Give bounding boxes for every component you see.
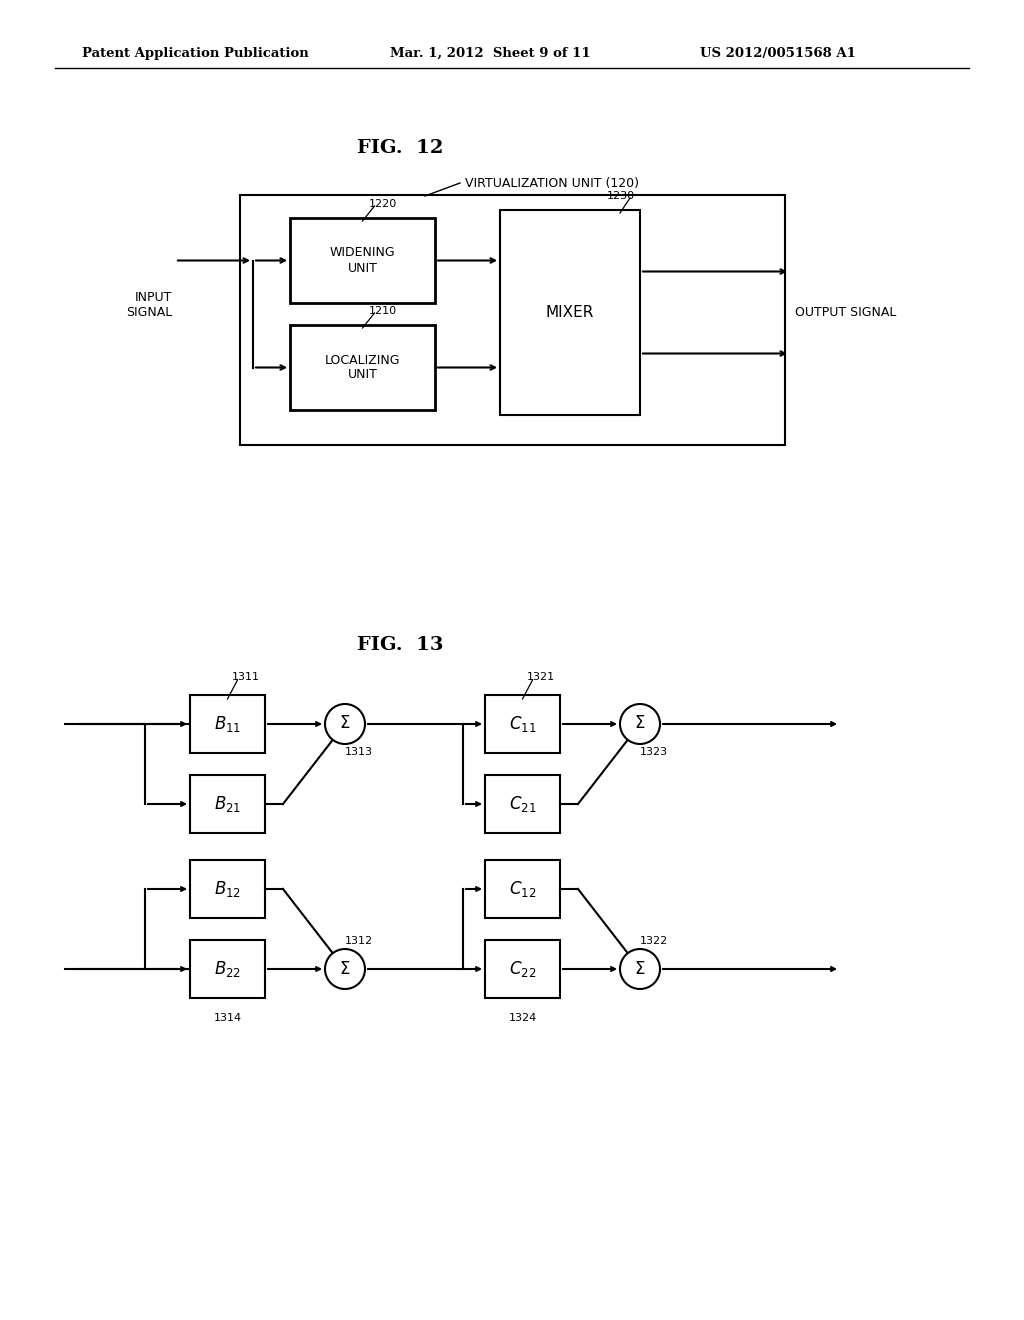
Bar (190, 940, 265, 998)
Text: $B_{11}$: $B_{11}$ (214, 714, 241, 734)
Text: $\Sigma$: $\Sigma$ (634, 961, 646, 978)
Text: $C_{22}$: $C_{22}$ (509, 960, 537, 979)
Text: 1230: 1230 (607, 191, 635, 201)
Text: 1324: 1324 (508, 1012, 537, 1023)
Bar (290, 325, 435, 411)
Text: 1210: 1210 (369, 306, 396, 315)
Text: VIRTUALIZATION UNIT (120): VIRTUALIZATION UNIT (120) (465, 177, 639, 190)
Text: 1322: 1322 (640, 936, 668, 946)
Text: LOCALIZING
UNIT: LOCALIZING UNIT (325, 354, 400, 381)
Bar (500, 210, 640, 414)
Text: $B_{12}$: $B_{12}$ (214, 879, 241, 899)
Text: FIG.  13: FIG. 13 (356, 636, 443, 653)
Text: $C_{21}$: $C_{21}$ (509, 795, 537, 814)
Text: $\Sigma$: $\Sigma$ (339, 715, 350, 733)
Bar (190, 775, 265, 833)
Text: 1323: 1323 (640, 747, 668, 756)
Text: 1312: 1312 (345, 936, 373, 946)
Bar (485, 940, 560, 998)
Bar (485, 775, 560, 833)
Bar (240, 195, 785, 445)
Bar (190, 861, 265, 917)
Text: FIG.  12: FIG. 12 (356, 139, 443, 157)
Text: 1313: 1313 (345, 747, 373, 756)
Text: MIXER: MIXER (546, 305, 594, 319)
Text: INPUT
SIGNAL: INPUT SIGNAL (126, 290, 172, 319)
Circle shape (325, 704, 365, 744)
Bar (485, 696, 560, 752)
Circle shape (325, 949, 365, 989)
Circle shape (620, 949, 660, 989)
Text: OUTPUT SIGNAL: OUTPUT SIGNAL (795, 306, 896, 319)
Text: 1314: 1314 (213, 1012, 242, 1023)
Text: 1220: 1220 (369, 199, 396, 209)
Text: WIDENING
UNIT: WIDENING UNIT (330, 247, 395, 275)
Circle shape (620, 704, 660, 744)
Text: $C_{11}$: $C_{11}$ (509, 714, 537, 734)
Text: 1321: 1321 (526, 672, 555, 682)
Text: US 2012/0051568 A1: US 2012/0051568 A1 (700, 46, 856, 59)
Bar (485, 861, 560, 917)
Text: Mar. 1, 2012  Sheet 9 of 11: Mar. 1, 2012 Sheet 9 of 11 (390, 46, 591, 59)
Text: $C_{12}$: $C_{12}$ (509, 879, 537, 899)
Text: $\Sigma$: $\Sigma$ (634, 715, 646, 733)
Text: Patent Application Publication: Patent Application Publication (82, 46, 309, 59)
Text: $\Sigma$: $\Sigma$ (339, 961, 350, 978)
Text: $B_{21}$: $B_{21}$ (214, 795, 241, 814)
Text: $B_{22}$: $B_{22}$ (214, 960, 241, 979)
Bar (190, 696, 265, 752)
Bar (290, 218, 435, 304)
Text: 1311: 1311 (231, 672, 259, 682)
